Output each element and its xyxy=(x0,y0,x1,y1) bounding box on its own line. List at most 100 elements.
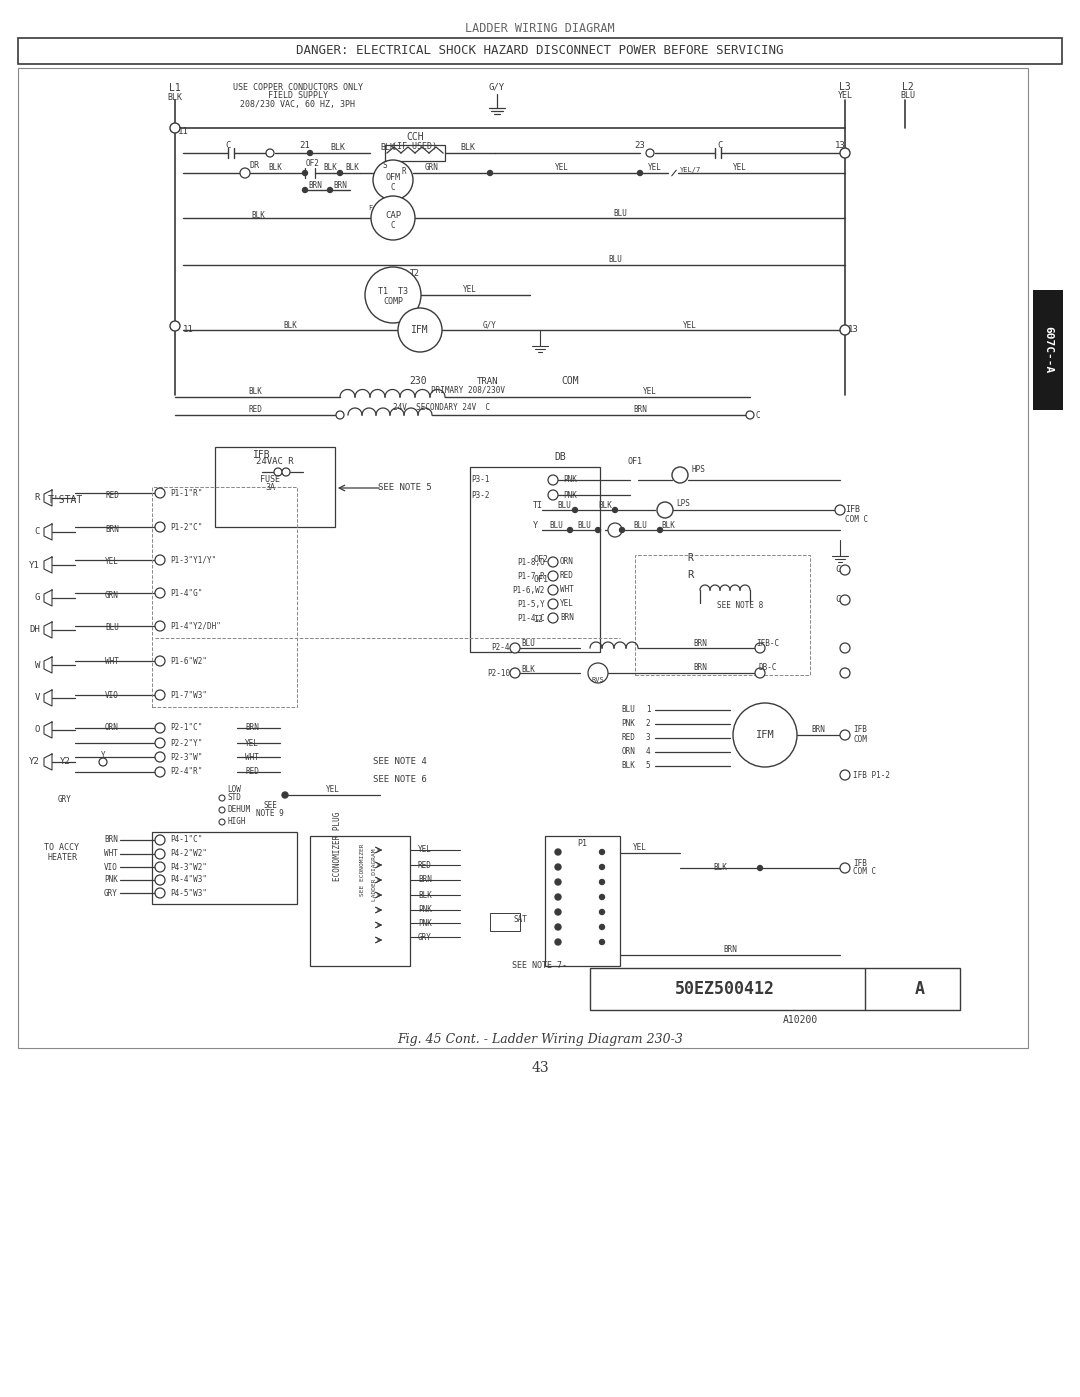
Text: IFB: IFB xyxy=(845,506,860,514)
Text: DANGER: ELECTRICAL SHOCK HAZARD DISCONNECT POWER BEFORE SERVICING: DANGER: ELECTRICAL SHOCK HAZARD DISCONNE… xyxy=(296,45,784,57)
Text: BRN: BRN xyxy=(418,876,432,884)
Circle shape xyxy=(599,925,605,929)
Text: R: R xyxy=(35,493,40,503)
Text: IFB: IFB xyxy=(853,859,867,868)
Text: P1-7"W3": P1-7"W3" xyxy=(170,690,207,700)
Circle shape xyxy=(282,792,288,798)
Text: C: C xyxy=(226,141,231,149)
Text: T'STAT: T'STAT xyxy=(48,495,83,504)
Text: YEL: YEL xyxy=(326,785,340,795)
Text: L1: L1 xyxy=(170,82,180,94)
Text: TO ACCY: TO ACCY xyxy=(44,844,80,852)
Text: YEL: YEL xyxy=(683,320,697,330)
Text: RED: RED xyxy=(621,733,635,742)
Text: BRN: BRN xyxy=(811,725,825,735)
Circle shape xyxy=(548,613,558,623)
Circle shape xyxy=(599,940,605,944)
Text: DB-C: DB-C xyxy=(759,664,778,672)
Circle shape xyxy=(548,585,558,595)
Text: LPS: LPS xyxy=(676,500,690,509)
Text: 23: 23 xyxy=(635,141,646,149)
Text: T2: T2 xyxy=(410,270,420,278)
Text: GRY: GRY xyxy=(104,888,118,897)
Circle shape xyxy=(637,170,643,176)
Text: (IF USED): (IF USED) xyxy=(392,141,437,151)
Text: R: R xyxy=(402,168,406,176)
Circle shape xyxy=(733,703,797,767)
Text: IFM: IFM xyxy=(756,731,774,740)
Text: FIELD SUPPLY: FIELD SUPPLY xyxy=(268,91,328,101)
Circle shape xyxy=(840,668,850,678)
Circle shape xyxy=(302,170,308,176)
Circle shape xyxy=(755,668,765,678)
Text: P1-8,O: P1-8,O xyxy=(517,557,545,567)
Circle shape xyxy=(156,752,165,761)
Text: HEATER: HEATER xyxy=(48,854,77,862)
Text: PNK: PNK xyxy=(621,719,635,728)
Circle shape xyxy=(840,148,850,158)
Text: C: C xyxy=(35,528,40,536)
Text: P2-1"C": P2-1"C" xyxy=(170,724,202,732)
Text: SEE: SEE xyxy=(264,802,276,810)
Text: GRN: GRN xyxy=(105,591,119,599)
Text: COMP: COMP xyxy=(383,298,403,306)
Text: YEL: YEL xyxy=(463,285,477,295)
Bar xyxy=(635,555,810,675)
Text: RED: RED xyxy=(418,861,432,869)
Text: BLK: BLK xyxy=(283,320,297,330)
Circle shape xyxy=(548,571,558,581)
Circle shape xyxy=(266,149,274,156)
Text: BRN: BRN xyxy=(724,946,737,954)
Text: 24V  SECONDARY 24V  C: 24V SECONDARY 24V C xyxy=(393,404,490,412)
Text: TI: TI xyxy=(534,500,543,510)
Circle shape xyxy=(99,759,107,766)
Circle shape xyxy=(555,894,561,900)
Circle shape xyxy=(548,599,558,609)
Text: DB: DB xyxy=(554,453,566,462)
Circle shape xyxy=(156,690,165,700)
Text: C: C xyxy=(835,566,840,574)
Bar xyxy=(152,833,297,904)
Bar xyxy=(215,447,335,527)
Circle shape xyxy=(156,738,165,747)
Text: ORN: ORN xyxy=(561,557,573,567)
Circle shape xyxy=(156,724,165,733)
Circle shape xyxy=(274,468,282,476)
Text: OFM: OFM xyxy=(386,173,401,183)
Circle shape xyxy=(327,187,333,193)
Circle shape xyxy=(548,490,558,500)
Circle shape xyxy=(337,170,342,176)
Text: BLK: BLK xyxy=(323,163,337,172)
Text: HIGH: HIGH xyxy=(227,817,245,827)
Text: DEHUM: DEHUM xyxy=(227,806,251,814)
Text: G/Y: G/Y xyxy=(483,320,497,330)
Text: BLU: BLU xyxy=(557,500,571,510)
Text: P2-4"R": P2-4"R" xyxy=(170,767,202,777)
Text: 11: 11 xyxy=(183,326,193,334)
Circle shape xyxy=(219,795,225,800)
Circle shape xyxy=(156,588,165,598)
Text: BLU: BLU xyxy=(633,521,647,529)
Bar xyxy=(384,145,445,161)
Text: IFB: IFB xyxy=(253,450,271,460)
Text: BLK: BLK xyxy=(268,163,282,172)
Text: BRN: BRN xyxy=(308,180,322,190)
Text: IFB: IFB xyxy=(853,725,867,735)
Text: L2: L2 xyxy=(902,82,914,92)
Text: P3-1: P3-1 xyxy=(472,475,490,485)
Circle shape xyxy=(156,767,165,777)
Text: P4-2"W2": P4-2"W2" xyxy=(170,849,207,859)
Circle shape xyxy=(555,879,561,886)
Text: BLU: BLU xyxy=(613,208,626,218)
Circle shape xyxy=(170,123,180,133)
Text: ORN: ORN xyxy=(621,747,635,757)
Circle shape xyxy=(620,528,624,532)
Circle shape xyxy=(399,307,442,352)
Text: CCH: CCH xyxy=(406,131,423,142)
Text: BLK: BLK xyxy=(251,211,265,219)
Circle shape xyxy=(840,770,850,780)
Text: 13: 13 xyxy=(848,326,859,334)
Bar xyxy=(1032,291,1063,409)
Circle shape xyxy=(156,875,165,886)
Text: BLU: BLU xyxy=(608,256,622,264)
